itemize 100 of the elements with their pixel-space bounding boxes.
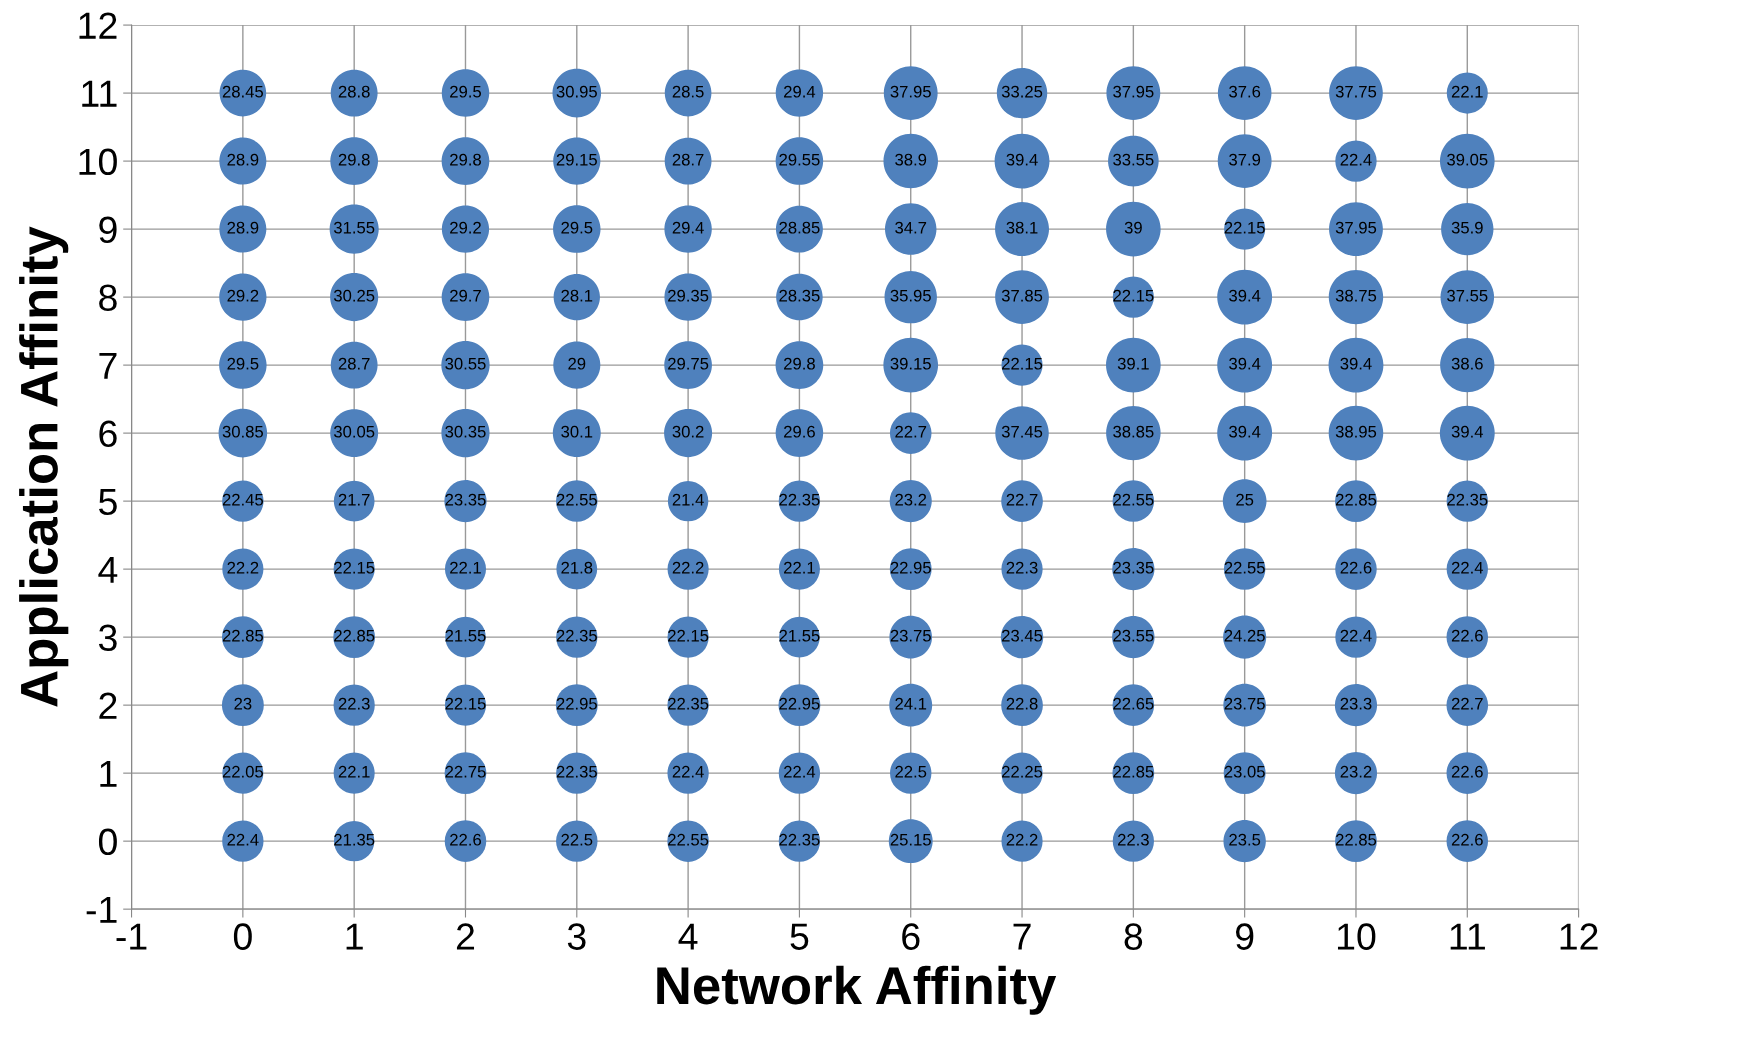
data-label: 23.75 — [1224, 697, 1265, 710]
data-label: 29.15 — [556, 153, 597, 166]
y-tick-label: 2 — [99, 692, 117, 719]
data-label: 30.85 — [222, 425, 264, 438]
y-tick-label: 7 — [99, 352, 117, 379]
data-label: 23.75 — [890, 629, 931, 642]
x-axis-title: Network Affinity — [657, 965, 1057, 1015]
data-label: 30.35 — [445, 425, 486, 438]
data-label: 29.8 — [338, 153, 370, 166]
x-tick-label: 12 — [1560, 923, 1598, 950]
data-label: 22.2 — [672, 561, 704, 574]
data-label: 22.15 — [334, 561, 375, 574]
data-label: 30.95 — [556, 85, 597, 98]
y-tick-label: 3 — [98, 624, 117, 652]
data-label: 23.3 — [1340, 697, 1372, 710]
data-label: 23.05 — [1224, 765, 1265, 778]
data-label: 28.8 — [338, 85, 370, 98]
data-label: 29.75 — [668, 357, 709, 370]
data-label: 23 — [234, 697, 252, 710]
data-label: 22.15 — [445, 697, 486, 710]
data-label: 29.5 — [450, 85, 482, 98]
data-label: 22.65 — [1113, 697, 1154, 710]
data-label: 22.35 — [779, 493, 820, 506]
data-label: 22.1 — [784, 561, 815, 574]
data-label: 21.55 — [445, 629, 486, 642]
data-label: 37.95 — [890, 85, 931, 98]
y-tick-label: -1 — [86, 896, 117, 923]
data-label: 28.9 — [227, 153, 259, 166]
data-label: 29 — [568, 357, 586, 370]
data-label: 37.55 — [1447, 289, 1488, 302]
data-label: 28.1 — [561, 289, 593, 302]
data-label: 22.55 — [1113, 493, 1154, 506]
data-label: 29.7 — [450, 289, 481, 302]
data-label: 22.35 — [779, 833, 820, 846]
x-tick-label: 5 — [790, 923, 809, 950]
data-label: 22.15 — [668, 629, 709, 642]
data-label: 22.35 — [1447, 493, 1488, 506]
data-label: 28.35 — [779, 289, 820, 302]
data-label: 30.55 — [445, 357, 486, 370]
x-tick-label: 2 — [456, 923, 475, 950]
data-label: 38.95 — [1335, 425, 1377, 438]
data-label: 25.15 — [890, 833, 931, 846]
data-label: 38.85 — [1113, 425, 1154, 438]
data-label: 29.35 — [668, 289, 709, 302]
data-label: 22.4 — [672, 765, 704, 778]
data-label: 22.4 — [1340, 629, 1372, 642]
data-label: 35.95 — [890, 289, 931, 302]
y-tick-label: 12 — [79, 12, 117, 39]
data-label: 22.05 — [222, 765, 264, 778]
data-label: 22.7 — [1451, 697, 1483, 710]
x-tick-label: 10 — [1337, 923, 1376, 950]
data-label: 39.4 — [1451, 425, 1484, 438]
data-label: 29.2 — [227, 289, 259, 302]
data-label: 29.6 — [784, 425, 815, 438]
data-label: 22.5 — [561, 833, 593, 846]
data-label: 22.35 — [556, 765, 597, 778]
data-label: 24.1 — [895, 697, 927, 710]
data-label: 22.3 — [1117, 833, 1149, 846]
x-tick-label: 9 — [1236, 923, 1254, 950]
data-label: 29.55 — [779, 153, 820, 166]
data-label: 30.2 — [672, 425, 704, 438]
y-tick-label: 8 — [99, 284, 117, 312]
x-tick-label: -1 — [116, 923, 147, 950]
data-label: 22.75 — [445, 765, 486, 778]
data-label: 22.35 — [668, 697, 709, 710]
data-label: 22.95 — [556, 697, 597, 710]
data-label: 23.5 — [1229, 833, 1261, 846]
data-label: 33.25 — [1001, 85, 1043, 98]
data-label: 37.95 — [1113, 85, 1154, 98]
data-label: 22.4 — [1451, 561, 1484, 574]
data-label: 30.25 — [333, 289, 375, 302]
data-label: 37.75 — [1335, 85, 1377, 98]
data-label: 22.25 — [1002, 765, 1043, 778]
data-label: 22.1 — [450, 561, 481, 574]
data-label: 22.15 — [1002, 357, 1043, 370]
data-label: 23.35 — [445, 493, 486, 506]
data-label: 30.1 — [561, 425, 593, 438]
data-label: 23.55 — [1113, 629, 1154, 642]
data-label: 30.05 — [333, 425, 375, 438]
x-tick-label: 1 — [346, 923, 363, 950]
data-label: 35.9 — [1451, 221, 1483, 234]
data-label: 28.85 — [779, 221, 820, 234]
data-label: 24.25 — [1224, 629, 1265, 642]
x-tick-label: 4 — [678, 923, 698, 950]
data-label: 37.85 — [1001, 289, 1043, 302]
data-label: 37.45 — [1001, 425, 1043, 438]
data-label: 31.55 — [333, 221, 375, 234]
data-label: 22.55 — [1224, 561, 1265, 574]
data-label: 38.75 — [1335, 289, 1377, 302]
data-label: 28.7 — [338, 357, 370, 370]
data-label: 22.2 — [1006, 833, 1038, 846]
x-tick-label: 3 — [567, 923, 586, 950]
data-label: 28.5 — [672, 85, 704, 98]
x-tick-label: 11 — [1450, 923, 1485, 950]
data-label: 21.4 — [672, 493, 704, 506]
data-label: 29.2 — [450, 221, 481, 234]
data-label: 22.45 — [222, 493, 264, 506]
data-label: 22.6 — [1451, 765, 1483, 778]
data-label: 25 — [1236, 493, 1254, 506]
data-label: 29.8 — [784, 357, 815, 370]
